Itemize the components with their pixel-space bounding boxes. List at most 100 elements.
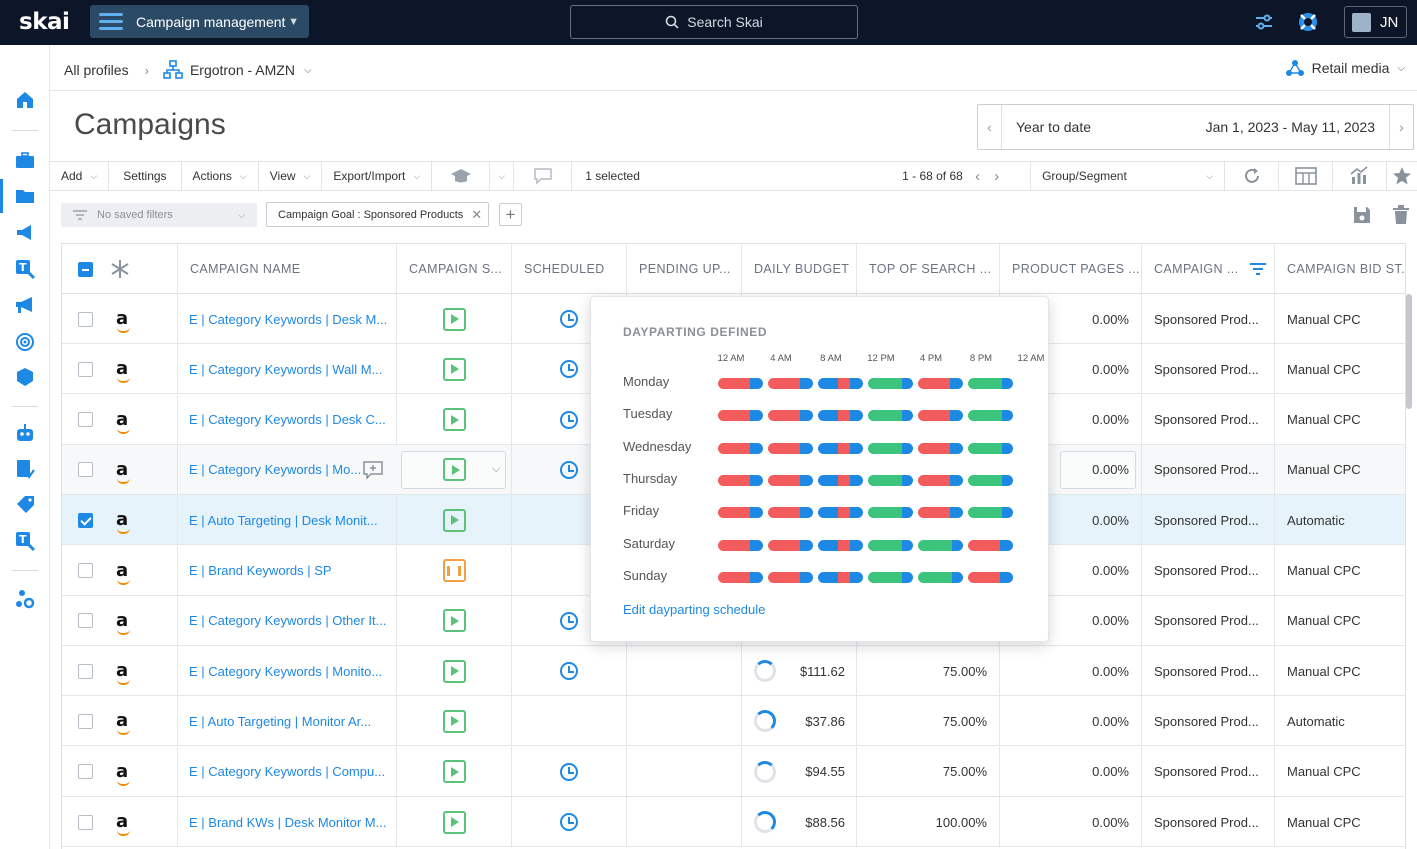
- schedule-clock-icon[interactable]: [560, 813, 578, 831]
- daypart-block[interactable]: [718, 507, 763, 519]
- daypart-block[interactable]: [818, 507, 863, 519]
- comment-button[interactable]: [514, 162, 573, 190]
- product-pages-value[interactable]: 0.00%: [1092, 311, 1129, 327]
- top-of-search-value[interactable]: 75.00%: [942, 663, 987, 679]
- campaign-name-link[interactable]: E | Category Keywords | Desk M...: [189, 311, 388, 327]
- product-pages-value[interactable]: 0.00%: [1092, 412, 1129, 428]
- chart-button[interactable]: [1333, 162, 1387, 190]
- user-menu[interactable]: JN: [1344, 6, 1407, 38]
- skai-logo[interactable]: skai: [19, 9, 70, 35]
- daypart-block[interactable]: [768, 474, 813, 486]
- export-import-button[interactable]: Export/Import ⌵: [322, 162, 433, 190]
- row-checkbox[interactable]: [78, 613, 93, 629]
- date-range-display[interactable]: Year to date Jan 1, 2023 - May 11, 2023: [1002, 119, 1389, 135]
- asterisk-network-icon[interactable]: [109, 258, 131, 280]
- col-product-pages[interactable]: PRODUCT PAGES ...: [999, 244, 1141, 294]
- select-all-checkbox[interactable]: [78, 261, 93, 277]
- bid-strategy-value[interactable]: Manual CPC: [1287, 613, 1361, 629]
- product-pages-value[interactable]: 0.00%: [1092, 361, 1129, 377]
- group-segment-select[interactable]: Group/Segment ⌵: [1030, 162, 1226, 190]
- daypart-block[interactable]: [768, 507, 813, 519]
- table-row[interactable]: a E | Category Keywords | Compu... $94.55 7…: [62, 746, 1405, 797]
- next-page-button[interactable]: ›: [994, 167, 1000, 185]
- sliders-icon[interactable]: [1253, 11, 1275, 33]
- add-button[interactable]: Add ⌵: [50, 162, 110, 190]
- campaign-name-link[interactable]: E | Category Keywords | Desk C...: [189, 412, 386, 428]
- row-checkbox[interactable]: [78, 713, 93, 729]
- daypart-block[interactable]: [918, 442, 963, 454]
- daily-budget-value[interactable]: $88.56: [805, 814, 845, 830]
- row-checkbox[interactable]: [78, 563, 93, 578]
- daypart-block[interactable]: [868, 378, 913, 389]
- campaign-name-link[interactable]: E | Category Keywords | Monito...: [189, 663, 383, 679]
- folder-icon[interactable]: [14, 185, 36, 207]
- close-icon[interactable]: ✕: [471, 206, 483, 222]
- row-checkbox[interactable]: [78, 412, 93, 428]
- checklist-icon[interactable]: [14, 458, 36, 480]
- org-settings-icon[interactable]: [14, 588, 36, 610]
- row-checkbox[interactable]: [78, 512, 93, 528]
- campaign-name-link[interactable]: E | Auto Targeting | Desk Monit...: [189, 512, 378, 528]
- col-pending-updates[interactable]: PENDING UP...: [626, 244, 741, 294]
- product-pages-value[interactable]: 0.00%: [1092, 663, 1129, 679]
- daypart-block[interactable]: [918, 571, 963, 583]
- schedule-clock-icon[interactable]: [560, 662, 578, 681]
- col-scheduled[interactable]: SCHEDULED: [511, 244, 626, 294]
- daypart-block[interactable]: [968, 442, 1013, 454]
- add-filter-button[interactable]: +: [499, 203, 522, 226]
- daypart-block[interactable]: [968, 474, 1013, 486]
- breadcrumb-all-profiles[interactable]: All profiles: [64, 62, 129, 78]
- bid-strategy-value[interactable]: Manual CPC: [1287, 311, 1361, 327]
- daypart-block[interactable]: [718, 571, 763, 583]
- status-play-icon[interactable]: [442, 760, 466, 784]
- bid-strategy-value[interactable]: Automatic: [1287, 713, 1345, 729]
- edit-dayparting-link[interactable]: Edit dayparting schedule: [623, 602, 766, 617]
- daypart-block[interactable]: [918, 410, 963, 422]
- text-edit-icon[interactable]: T: [14, 530, 36, 552]
- prev-page-button[interactable]: ‹: [975, 167, 981, 185]
- daypart-block[interactable]: [718, 474, 763, 486]
- status-play-icon[interactable]: [442, 307, 466, 331]
- academy-button[interactable]: [432, 162, 491, 190]
- refresh-button[interactable]: [1225, 162, 1280, 190]
- tag-icon[interactable]: [14, 494, 36, 516]
- daypart-block[interactable]: [768, 539, 813, 551]
- bid-strategy-value[interactable]: Automatic: [1287, 512, 1345, 528]
- daypart-block[interactable]: [768, 410, 813, 422]
- product-pages-value[interactable]: 0.00%: [1092, 613, 1129, 629]
- campaign-name-link[interactable]: E | Brand Keywords | SP: [189, 563, 332, 578]
- saved-filters-select[interactable]: No saved filters ⌵: [61, 203, 257, 227]
- daypart-block[interactable]: [868, 410, 913, 422]
- cube-icon[interactable]: [14, 366, 36, 388]
- save-icon[interactable]: [1353, 206, 1371, 224]
- col-campaign-status[interactable]: CAMPAIGN S...: [396, 244, 511, 294]
- daypart-block[interactable]: [868, 442, 913, 454]
- schedule-clock-icon[interactable]: [560, 762, 578, 781]
- campaign-name-link[interactable]: E | Category Keywords | Compu...: [189, 764, 386, 780]
- daily-budget-value[interactable]: $37.86: [805, 713, 845, 729]
- col-campaign-goal-cell[interactable]: CAMPAIGN ...: [1141, 244, 1274, 294]
- product-pages-value[interactable]: 0.00%: [1092, 512, 1129, 528]
- help-lifebuoy-icon[interactable]: [1297, 11, 1319, 33]
- schedule-clock-icon[interactable]: [560, 310, 578, 328]
- schedule-clock-icon[interactable]: [560, 611, 578, 630]
- schedule-clock-icon[interactable]: [560, 360, 578, 379]
- status-paused-icon[interactable]: [442, 559, 466, 582]
- daypart-block[interactable]: [818, 474, 863, 486]
- robot-icon[interactable]: [14, 422, 36, 444]
- daypart-block[interactable]: [818, 539, 863, 551]
- row-checkbox[interactable]: [78, 814, 93, 830]
- row-checkbox[interactable]: [78, 311, 93, 327]
- date-range-picker[interactable]: ‹ Year to date Jan 1, 2023 - May 11, 202…: [977, 104, 1414, 150]
- campaign-name-link[interactable]: E | Category Keywords | Other It...: [189, 613, 387, 629]
- briefcase-icon[interactable]: [14, 149, 36, 171]
- product-pages-value[interactable]: 0.00%: [1092, 563, 1129, 578]
- breadcrumb-profile[interactable]: Ergotron - AMZN: [189, 62, 295, 78]
- daypart-block[interactable]: [768, 571, 813, 583]
- row-checkbox[interactable]: [78, 663, 93, 679]
- date-prev-button[interactable]: ‹: [978, 105, 1002, 149]
- daypart-block[interactable]: [968, 539, 1013, 551]
- channel-selector[interactable]: Retail media ⌵: [1285, 59, 1405, 77]
- daypart-block[interactable]: [968, 507, 1013, 519]
- filter-icon[interactable]: [1250, 263, 1267, 275]
